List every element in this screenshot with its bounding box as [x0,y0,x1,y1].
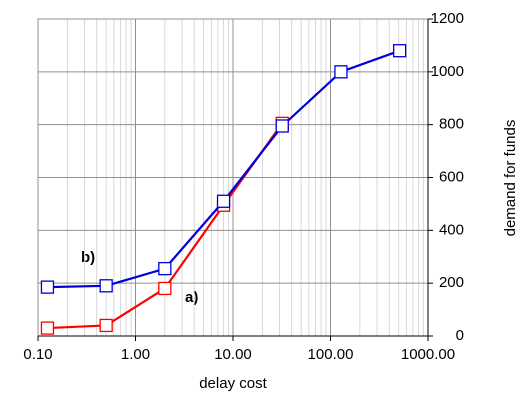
marker [40,280,55,294]
annotation: b) [81,249,95,266]
marker [216,194,231,208]
marker [99,318,113,333]
marker [334,65,348,79]
y-tick-label: 0 [456,327,464,344]
marker [99,279,113,293]
y-tick-label: 1000 [431,63,464,80]
marker [158,261,172,276]
annotation: a) [185,289,198,306]
y-tick-label: 200 [439,274,464,291]
marker [275,119,289,133]
x-tick-label: 1000.00 [401,346,455,363]
y-tick-label: 400 [439,221,464,238]
y-axis-label: demand for funds [502,120,519,237]
marker [158,281,172,296]
y-tick-label: 600 [439,168,464,185]
x-tick-label: 1.00 [121,346,150,363]
x-tick-label: 0.10 [23,346,52,363]
x-tick-label: 100.00 [308,346,354,363]
y-tick-label: 1200 [431,10,464,27]
y-tick-label: 800 [439,116,464,133]
marker [40,321,55,335]
x-tick-label: 10.00 [214,346,252,363]
x-axis-label: delay cost [199,375,267,392]
marker [393,44,407,58]
